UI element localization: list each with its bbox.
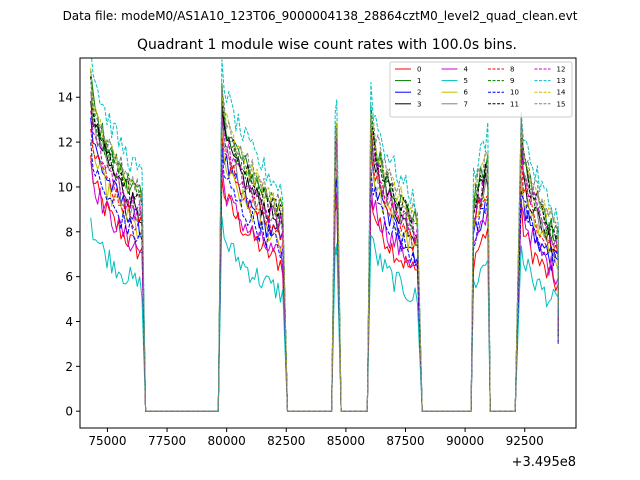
x-tick-label: 77500: [148, 434, 186, 448]
y-tick-label: 6: [65, 270, 73, 284]
legend-label-12: 12: [557, 66, 566, 74]
legend-label-4: 4: [464, 66, 469, 74]
legend-label-14: 14: [557, 89, 566, 97]
x-tick-label: 87500: [386, 434, 424, 448]
y-tick-label: 10: [58, 180, 73, 194]
x-offset-label: +3.495e8: [512, 455, 576, 470]
x-tick-label: 92500: [506, 434, 544, 448]
x-tick-label: 80000: [208, 434, 246, 448]
legend-label-15: 15: [557, 100, 566, 108]
legend-label-7: 7: [464, 100, 468, 108]
y-tick-label: 2: [65, 360, 73, 374]
legend-box: [389, 61, 573, 118]
x-tick-label: 75000: [88, 434, 126, 448]
legend-label-5: 5: [464, 77, 468, 85]
x-tick-label: 90000: [446, 434, 484, 448]
legend-label-13: 13: [557, 77, 566, 85]
legend-label-3: 3: [417, 100, 421, 108]
legend-label-10: 10: [510, 89, 519, 97]
y-tick-label: 8: [65, 225, 73, 239]
legend-label-2: 2: [417, 89, 421, 97]
legend-label-6: 6: [464, 89, 469, 97]
series-line-15: [90, 81, 559, 412]
chart-title: Quadrant 1 module wise count rates with …: [137, 37, 517, 53]
legend-label-11: 11: [510, 100, 519, 108]
legend-label-0: 0: [417, 66, 421, 74]
plot-lines: [90, 58, 559, 412]
suptitle: Data file: modeM0/AS1A10_123T06_90000041…: [63, 9, 578, 23]
series-line-13: [91, 58, 559, 412]
plot-frame: [79, 57, 577, 429]
x-axis: 75000 77500 80000 82500 85000 87500 90000 92500: [88, 428, 544, 448]
y-tick-label: 0: [65, 405, 73, 419]
x-tick-label: 85000: [327, 434, 365, 448]
legend-label-1: 1: [417, 77, 421, 85]
legend-label-8: 8: [510, 66, 514, 74]
y-tick-label: 4: [65, 315, 73, 329]
x-tick-label: 82500: [267, 434, 305, 448]
y-axis: 0 2 4 6 8 10 12 14: [58, 91, 80, 419]
legend-label-9: 9: [510, 77, 514, 85]
y-tick-label: 14: [58, 91, 73, 105]
y-tick-label: 12: [58, 136, 73, 150]
